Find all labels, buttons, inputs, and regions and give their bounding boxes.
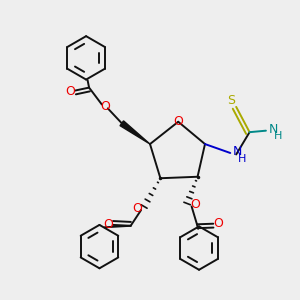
Text: S: S [227, 94, 235, 107]
Text: N: N [233, 145, 243, 158]
Text: H: H [274, 131, 282, 141]
Text: O: O [65, 85, 75, 98]
Text: O: O [173, 115, 183, 128]
Text: O: O [213, 217, 223, 230]
Text: H: H [238, 154, 246, 164]
Text: O: O [133, 202, 142, 215]
Text: N: N [269, 123, 278, 136]
Text: O: O [100, 100, 110, 113]
Text: O: O [191, 199, 201, 212]
Text: O: O [103, 218, 113, 231]
Polygon shape [120, 121, 150, 144]
